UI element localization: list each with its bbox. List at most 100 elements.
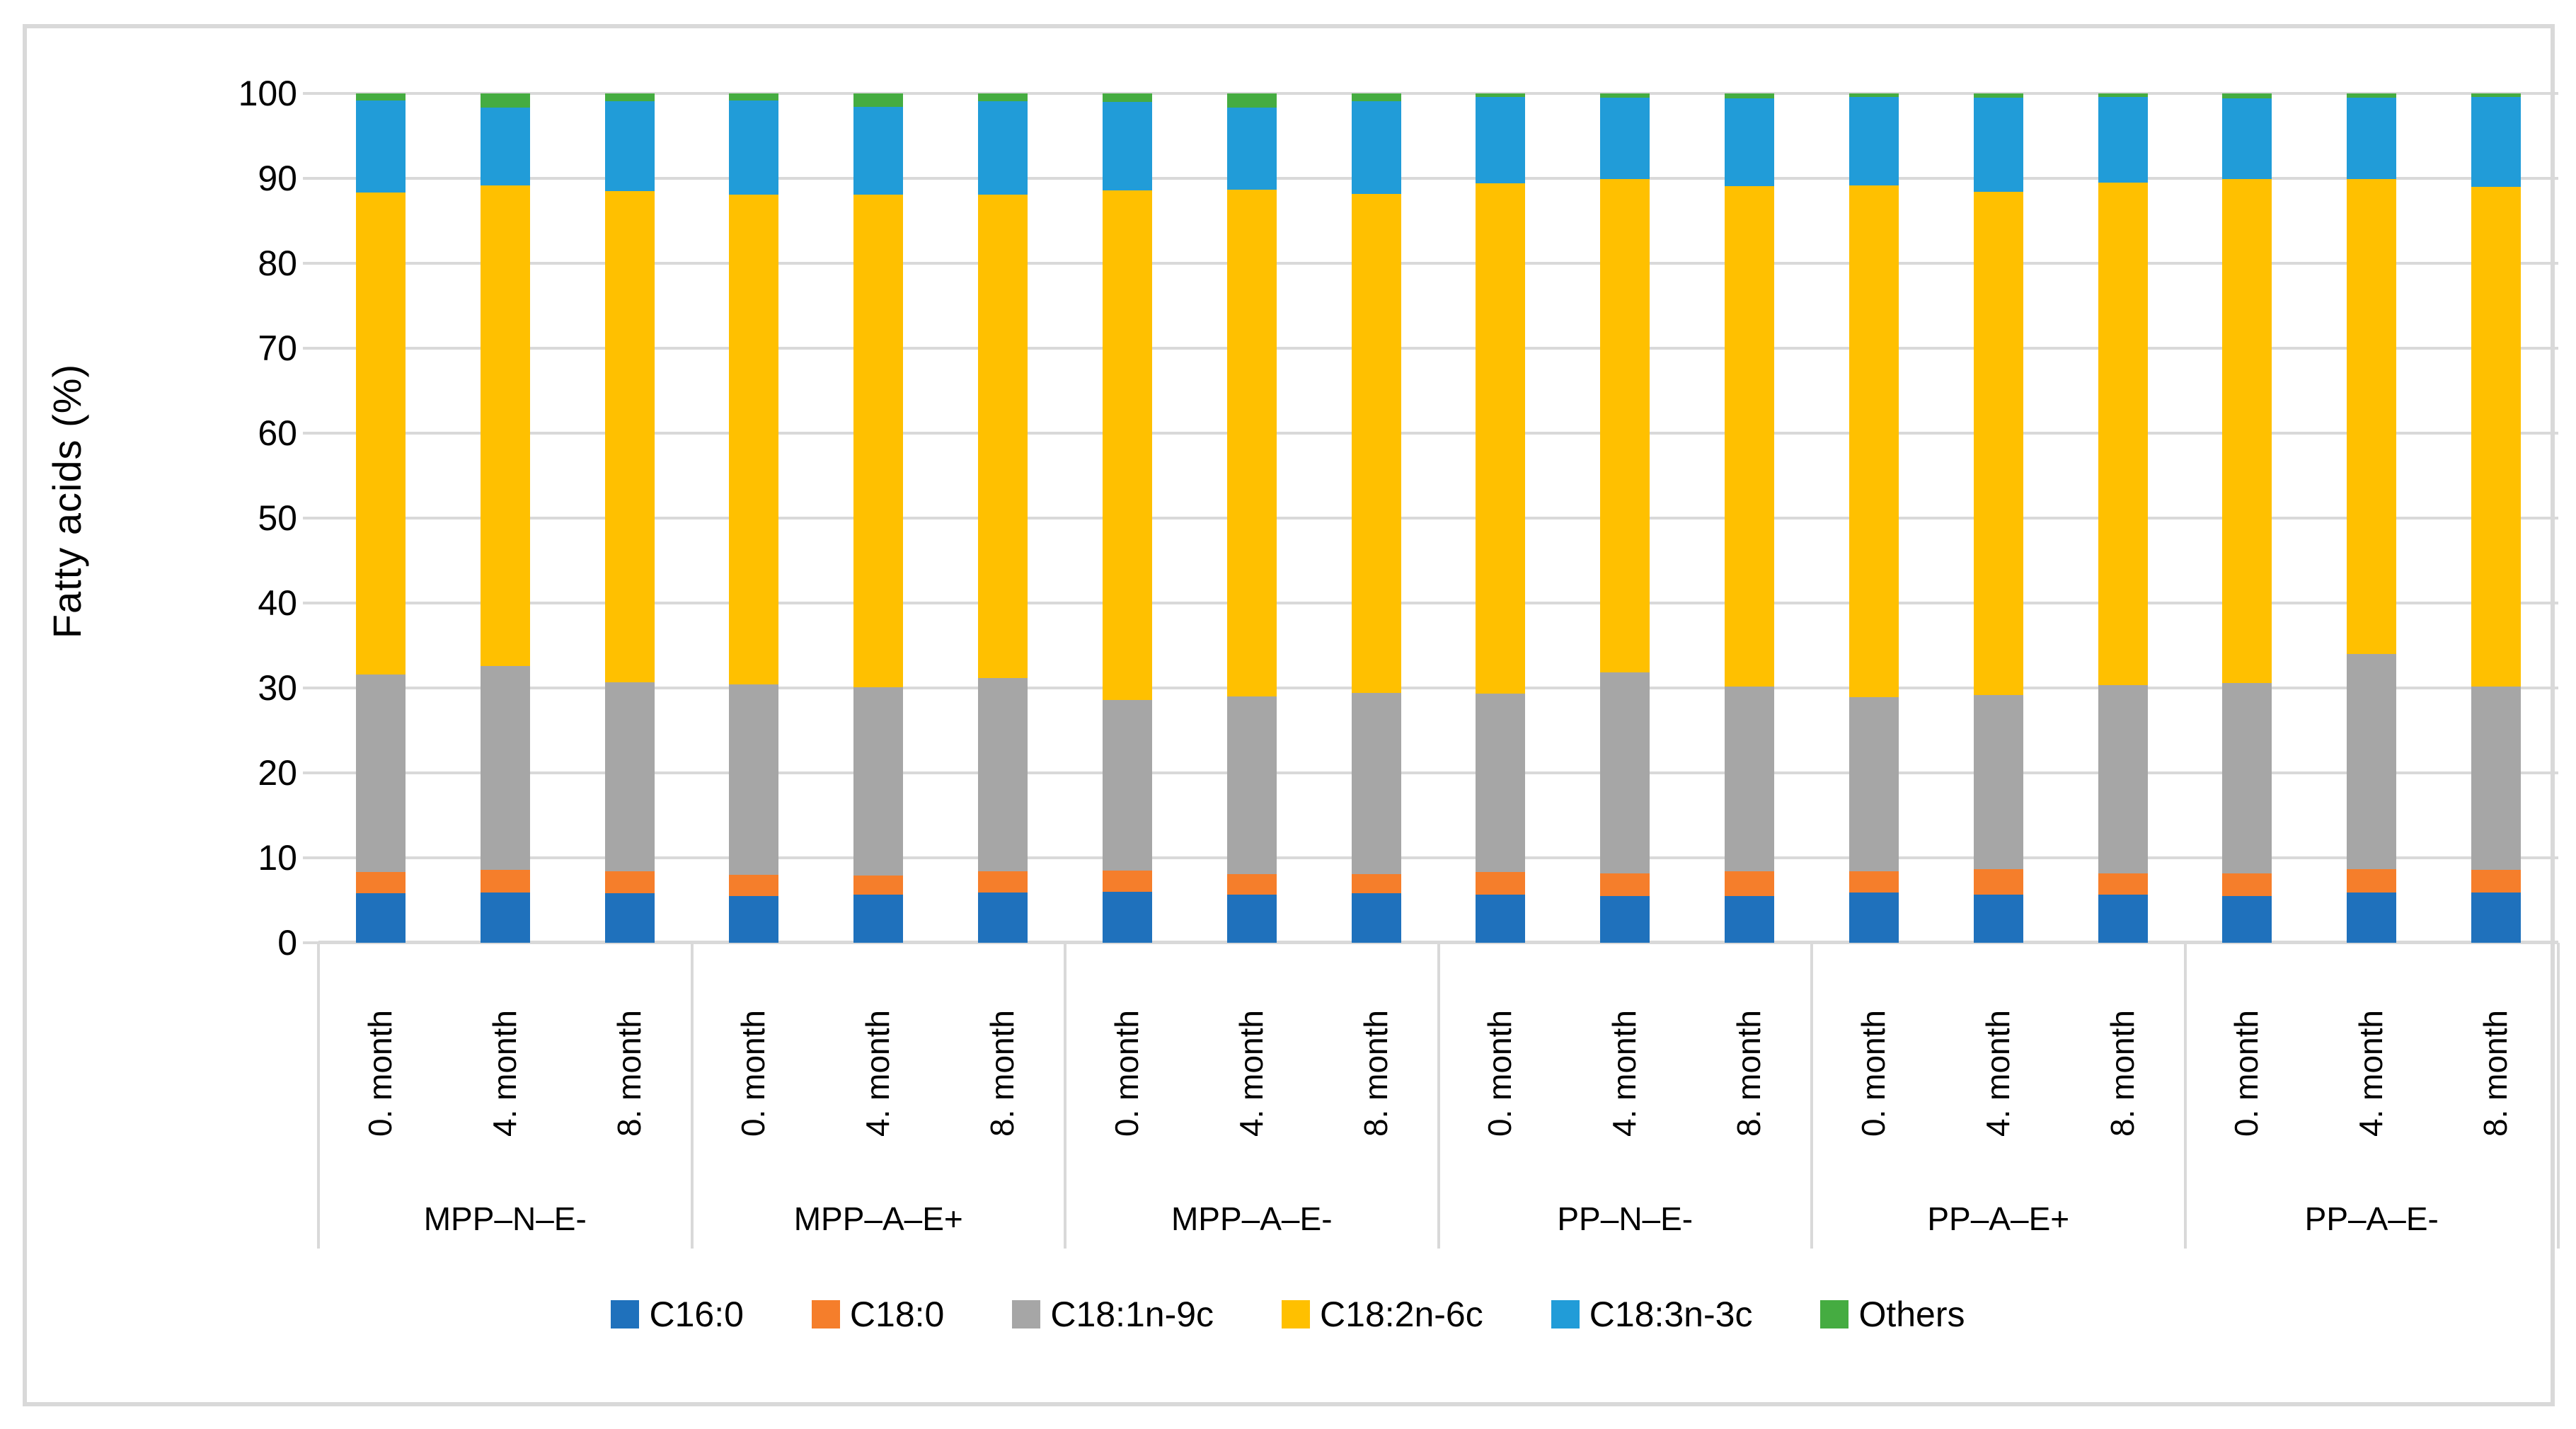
bar-PP–A–E+-8. month-C18:3n-3c bbox=[2098, 96, 2148, 183]
bar-PP–A–E+-0. month-C18:2n-6c bbox=[1848, 185, 1899, 698]
legend-label: C18:2n-6c bbox=[1320, 1295, 1483, 1334]
bar-PP–A–E+-4. month-C16:0 bbox=[1973, 894, 2023, 943]
bar-MPP–N–E--4. month-C16:0 bbox=[480, 893, 530, 943]
bar-MPP–N–E--4. month-C18:3n-3c bbox=[480, 108, 530, 185]
bar-PP–A–E+-8. month-C18:1n-9c bbox=[2098, 685, 2148, 873]
y-tick-label: 40 bbox=[258, 583, 297, 623]
bar-MPP–A–E--8. month-Others bbox=[1351, 93, 1401, 101]
bar-PP–A–E+-8. month-C18:2n-6c bbox=[2098, 183, 2148, 686]
y-tick-30 bbox=[303, 687, 318, 689]
bar-MPP–N–E--4. month-C18:2n-6c bbox=[480, 185, 530, 666]
gridline-100 bbox=[318, 92, 2558, 95]
gridline-70 bbox=[318, 347, 2558, 350]
legend-swatch-C18:3n-3c bbox=[1551, 1300, 1580, 1328]
bar-MPP–A–E--4. month-C18:1n-9c bbox=[1226, 696, 1277, 874]
bar-PP–A–E--0. month-C18:3n-3c bbox=[2222, 98, 2272, 180]
bar-MPP–N–E--4. month-Others bbox=[480, 93, 530, 108]
group-label: PP–N–E- bbox=[1557, 1200, 1694, 1237]
bar-PP–N–E--0. month-C18:0 bbox=[1476, 872, 1526, 895]
bar-PP–A–E--4. month-C16:0 bbox=[2347, 893, 2397, 943]
bar-PP–A–E+-0. month-C18:0 bbox=[1848, 871, 1899, 893]
group-separator bbox=[1810, 943, 1813, 1249]
month-label: 0. month bbox=[1108, 1010, 1145, 1137]
bar-MPP–A–E--4. month-C18:3n-3c bbox=[1226, 108, 1277, 190]
bar-MPP–A–E--8. month-C16:0 bbox=[1351, 893, 1401, 943]
bar-PP–A–E+-4. month-C18:3n-3c bbox=[1973, 98, 2023, 193]
bar-PP–N–E--0. month-Others bbox=[1476, 93, 1526, 97]
bar-PP–N–E--0. month-C18:2n-6c bbox=[1476, 183, 1526, 694]
bar-MPP–A–E--0. month-C16:0 bbox=[1102, 892, 1152, 943]
y-tick-label: 0 bbox=[277, 923, 297, 963]
group-separator bbox=[2557, 943, 2560, 1249]
bar-PP–A–E--4. month-C18:2n-6c bbox=[2347, 179, 2397, 654]
month-label: 8. month bbox=[610, 1010, 648, 1137]
bar-PP–A–E+-4. month-C18:2n-6c bbox=[1973, 192, 2023, 695]
month-label: 4. month bbox=[859, 1010, 897, 1137]
bar-MPP–A–E--8. month-C18:2n-6c bbox=[1351, 193, 1401, 694]
bar-PP–A–E--8. month-C18:0 bbox=[2471, 869, 2522, 893]
bar-MPP–N–E--0. month-C18:3n-3c bbox=[355, 100, 406, 193]
group-label: MPP–A–E- bbox=[1171, 1200, 1333, 1237]
month-label: 8. month bbox=[1730, 1010, 1768, 1137]
bar-MPP–A–E+-0. month-C16:0 bbox=[729, 896, 779, 943]
legend-label: C18:3n-3c bbox=[1589, 1295, 1753, 1334]
bar-PP–N–E--4. month-Others bbox=[1600, 93, 1650, 98]
month-label: 8. month bbox=[2477, 1010, 2514, 1137]
month-label: 8. month bbox=[2103, 1010, 2141, 1137]
group-separator bbox=[690, 943, 694, 1249]
bar-MPP–A–E--4. month-C16:0 bbox=[1226, 894, 1277, 943]
bar-MPP–N–E--0. month-Others bbox=[355, 93, 406, 101]
legend-swatch-C18:0 bbox=[811, 1300, 840, 1328]
bar-MPP–A–E+-4. month-C18:0 bbox=[853, 876, 904, 895]
bar-PP–N–E--4. month-C18:0 bbox=[1600, 873, 1650, 896]
bar-MPP–A–E--4. month-C18:2n-6c bbox=[1226, 189, 1277, 696]
bar-PP–N–E--8. month-C18:0 bbox=[1725, 871, 1775, 896]
y-tick-label: 90 bbox=[258, 159, 297, 198]
bar-PP–A–E--0. month-C18:0 bbox=[2222, 873, 2272, 896]
bar-PP–N–E--0. month-C16:0 bbox=[1476, 894, 1526, 943]
y-tick-100 bbox=[303, 92, 318, 95]
y-tick-40 bbox=[303, 602, 318, 604]
month-label: 0. month bbox=[735, 1010, 772, 1137]
y-tick-50 bbox=[303, 517, 318, 520]
month-label: 4. month bbox=[1232, 1010, 1270, 1137]
bar-PP–A–E--8. month-C18:1n-9c bbox=[2471, 686, 2522, 870]
bar-MPP–A–E--8. month-C18:0 bbox=[1351, 873, 1401, 894]
bar-MPP–A–E--0. month-C18:3n-3c bbox=[1102, 102, 1152, 190]
y-tick-label: 70 bbox=[258, 328, 297, 368]
x-axis-line bbox=[318, 941, 2558, 944]
y-axis-title: Fatty acids (%) bbox=[45, 363, 89, 639]
month-label: 0. month bbox=[361, 1010, 398, 1137]
bar-MPP–A–E+-4. month-Others bbox=[853, 93, 904, 108]
bar-MPP–A–E+-4. month-C18:1n-9c bbox=[853, 687, 904, 876]
bar-PP–A–E+-0. month-Others bbox=[1848, 93, 1899, 97]
month-label: 4. month bbox=[1606, 1010, 1643, 1137]
group-label: PP–A–E- bbox=[2304, 1200, 2439, 1237]
bar-MPP–N–E--4. month-C18:0 bbox=[480, 869, 530, 893]
bar-MPP–A–E--4. month-C18:0 bbox=[1226, 873, 1277, 895]
bar-PP–A–E+-0. month-C18:1n-9c bbox=[1848, 697, 1899, 872]
bar-PP–A–E+-4. month-C18:1n-9c bbox=[1973, 694, 2023, 869]
bar-PP–A–E--0. month-C18:2n-6c bbox=[2222, 179, 2272, 683]
y-tick-label: 60 bbox=[258, 413, 297, 453]
group-label: PP–A–E+ bbox=[1927, 1200, 2070, 1237]
gridline-80 bbox=[318, 262, 2558, 265]
bar-MPP–A–E--0. month-C18:0 bbox=[1102, 871, 1152, 892]
y-tick-70 bbox=[303, 347, 318, 350]
bar-PP–A–E+-0. month-C16:0 bbox=[1848, 893, 1899, 943]
bar-MPP–A–E+-0. month-C18:0 bbox=[729, 875, 779, 896]
gridline-50 bbox=[318, 517, 2558, 520]
bar-PP–N–E--4. month-C18:2n-6c bbox=[1600, 179, 1650, 673]
bar-MPP–A–E+-0. month-C18:1n-9c bbox=[729, 684, 779, 875]
plot-area: 0 10 20 30 40 50 60 70 80 90 100 bbox=[238, 76, 2558, 960]
bar-MPP–N–E--0. month-C16:0 bbox=[355, 893, 406, 943]
y-tick-60 bbox=[303, 432, 318, 435]
bar-MPP–A–E+-4. month-C18:3n-3c bbox=[853, 107, 904, 195]
y-tick-20 bbox=[303, 771, 318, 774]
bar-MPP–A–E--8. month-C18:3n-3c bbox=[1351, 101, 1401, 194]
bar-MPP–A–E+-8. month-C18:0 bbox=[978, 871, 1028, 893]
y-tick-90 bbox=[303, 177, 318, 180]
y-tick-label: 20 bbox=[258, 753, 297, 793]
bar-MPP–A–E+-8. month-C18:1n-9c bbox=[978, 677, 1028, 872]
